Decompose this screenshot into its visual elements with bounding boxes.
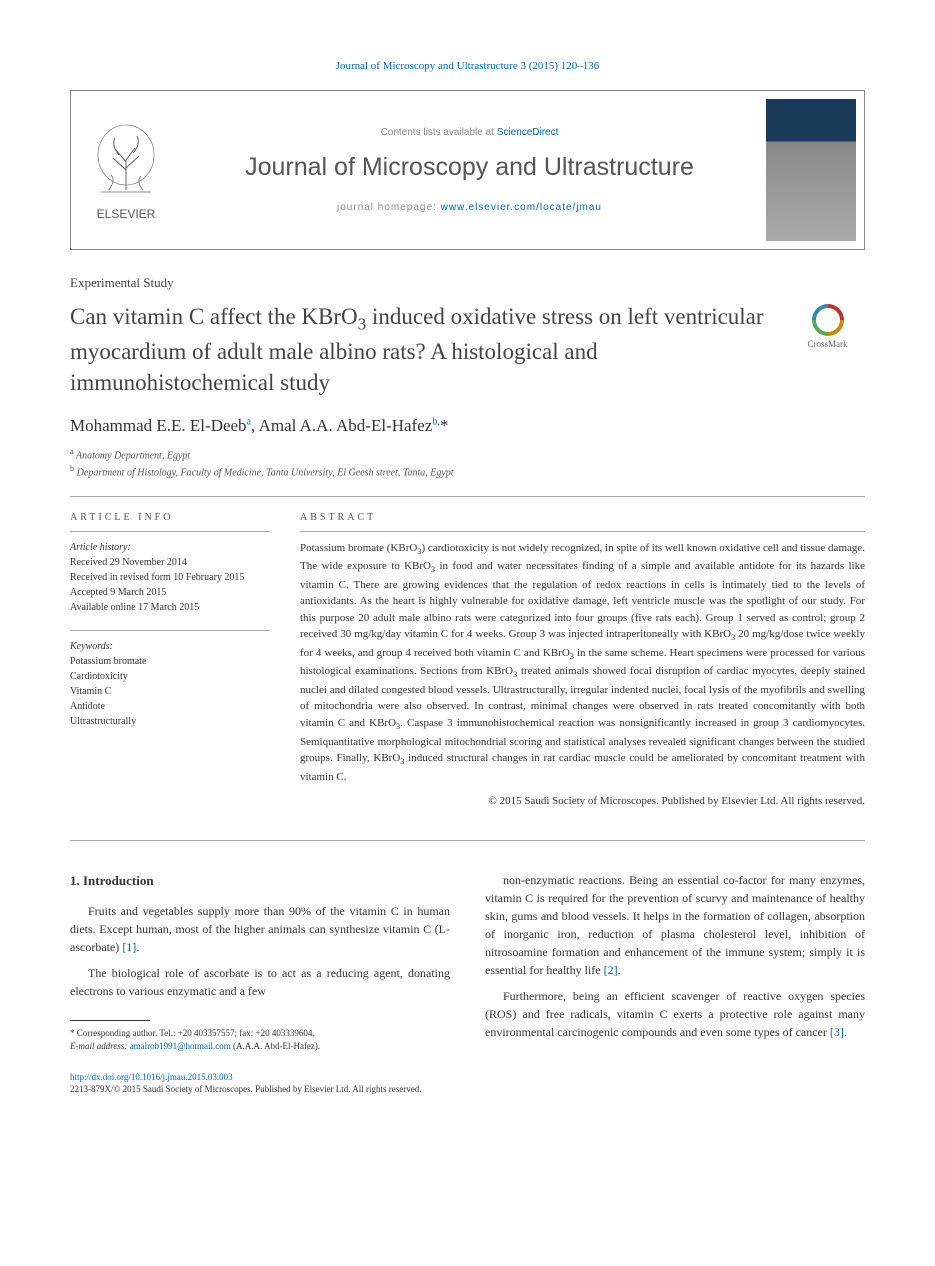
abstract-copyright: © 2015 Saudi Society of Microscopes. Pub… xyxy=(300,793,865,810)
contents-line: Contents lists available at ScienceDirec… xyxy=(201,127,738,138)
article-history: Article history: Received 29 November 20… xyxy=(70,531,270,615)
header-center: Contents lists available at ScienceDirec… xyxy=(181,91,758,249)
elsevier-logo[interactable]: ELSEVIER xyxy=(71,91,181,249)
corresponding-text: * Corresponding author. Tel.: +20 403357… xyxy=(70,1028,315,1038)
elsevier-tree-icon xyxy=(91,120,161,205)
info-heading: ARTICLE INFO xyxy=(70,512,270,523)
crossmark-badge[interactable]: CrossMark xyxy=(790,301,865,351)
journal-title: Journal of Microscopy and Ultrastructure xyxy=(201,153,738,182)
header-citation: Journal of Microscopy and Ultrastructure… xyxy=(70,60,865,72)
affiliations: a Anatomy Department, Egyptb Department … xyxy=(70,446,865,481)
citation-link[interactable]: Journal of Microscopy and Ultrastructure… xyxy=(336,60,600,72)
contents-prefix: Contents lists available at xyxy=(381,127,497,138)
journal-homepage: journal homepage: www.elsevier.com/locat… xyxy=(201,202,738,213)
article-title: Can vitamin C affect the KBrO3 induced o… xyxy=(70,301,790,398)
footnote-separator xyxy=(70,1020,150,1021)
email-suffix: (A.A.A. Abd-El-Hafez). xyxy=(233,1041,320,1051)
journal-header: ELSEVIER Contents lists available at Sci… xyxy=(70,90,865,250)
abstract-text: Potassium bromate (KBrO3) cardiotoxicity… xyxy=(300,540,865,785)
body-right-column: non-enzymatic reactions. Being an essent… xyxy=(485,871,865,1053)
abstract-heading: ABSTRACT xyxy=(300,512,865,523)
keywords-label: Keywords: xyxy=(70,641,113,652)
history-label: Article history: xyxy=(70,542,131,553)
abstract-column: ABSTRACT Potassium bromate (KBrO3) cardi… xyxy=(300,512,865,825)
journal-cover-thumbnail[interactable] xyxy=(766,99,856,241)
homepage-prefix: journal homepage: xyxy=(337,202,441,213)
email-link[interactable]: amalrob1991@hotmail.com xyxy=(130,1041,231,1051)
authors: Mohammad E.E. El-Deeba, Amal A.A. Abd-El… xyxy=(70,416,865,436)
article-info: ARTICLE INFO Article history: Received 2… xyxy=(70,512,270,825)
article-type: Experimental Study xyxy=(70,275,865,291)
crossmark-icon xyxy=(812,304,844,336)
divider xyxy=(70,496,865,497)
crossmark-label: CrossMark xyxy=(808,339,848,349)
homepage-link[interactable]: www.elsevier.com/locate/jmau xyxy=(441,202,602,213)
sciencedirect-link[interactable]: ScienceDirect xyxy=(497,127,559,138)
footer-copyright: 2213-879X/© 2015 Saudi Society of Micros… xyxy=(70,1084,865,1094)
elsevier-label: ELSEVIER xyxy=(97,207,156,221)
body-left-column: 1. Introduction Fruits and vegetables su… xyxy=(70,871,450,1053)
divider xyxy=(70,840,865,841)
keywords: Keywords: Potassium bromateCardiotoxicit… xyxy=(70,630,270,729)
email-label: E-mail address: xyxy=(70,1041,127,1051)
doi-link[interactable]: http://dx.doi.org/10.1016/j.jmau.2015.03… xyxy=(70,1072,233,1082)
section-heading: 1. Introduction xyxy=(70,871,450,891)
corresponding-footnote: * Corresponding author. Tel.: +20 403357… xyxy=(70,1027,450,1052)
doi-line: http://dx.doi.org/10.1016/j.jmau.2015.03… xyxy=(70,1072,865,1082)
